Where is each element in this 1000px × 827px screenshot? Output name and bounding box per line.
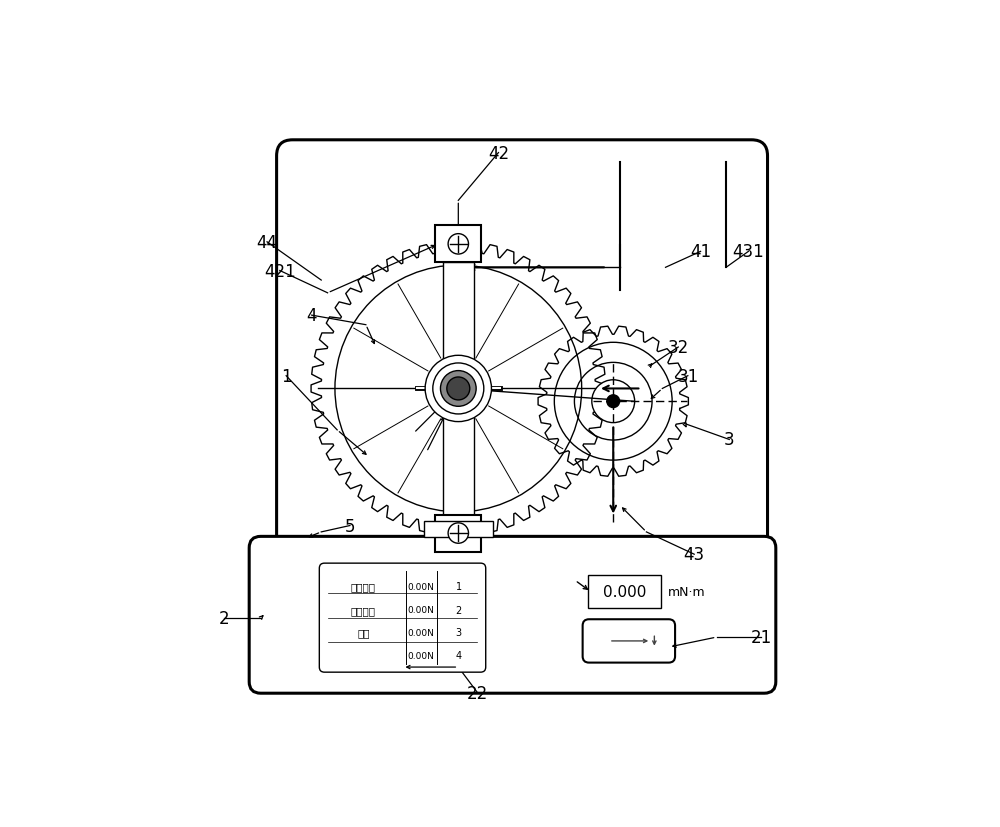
FancyBboxPatch shape — [277, 141, 768, 571]
Text: 1: 1 — [456, 581, 462, 591]
Text: 轴承外圈: 轴承外圈 — [351, 581, 376, 591]
Text: 2: 2 — [456, 605, 462, 615]
FancyBboxPatch shape — [249, 537, 776, 693]
Bar — [443, 263, 474, 515]
Bar — [435, 226, 481, 263]
Text: 42: 42 — [488, 145, 509, 162]
Text: 3: 3 — [456, 628, 462, 638]
Circle shape — [447, 377, 470, 400]
Text: 压力: 压力 — [357, 628, 370, 638]
Bar — [588, 576, 661, 609]
Text: 0.00N: 0.00N — [408, 629, 435, 638]
Circle shape — [448, 523, 469, 543]
Text: 定位螺钉: 定位螺钉 — [351, 605, 376, 615]
Text: 0.00N: 0.00N — [408, 582, 435, 590]
Circle shape — [440, 371, 476, 407]
Text: 22: 22 — [467, 684, 488, 702]
Text: 44: 44 — [257, 233, 278, 251]
Text: mN·m: mN·m — [667, 586, 705, 599]
Text: 41: 41 — [690, 243, 711, 261]
Circle shape — [607, 395, 620, 408]
Text: 43: 43 — [684, 546, 705, 563]
Text: 4: 4 — [456, 650, 462, 661]
Text: 31: 31 — [677, 367, 698, 385]
Circle shape — [433, 364, 484, 414]
Text: 1: 1 — [281, 367, 291, 385]
Bar — [435, 515, 481, 552]
Text: 421: 421 — [264, 262, 296, 280]
Text: 0.00N: 0.00N — [408, 651, 435, 660]
Text: 21: 21 — [751, 629, 772, 647]
FancyBboxPatch shape — [319, 563, 486, 672]
Text: 2: 2 — [219, 609, 230, 627]
Circle shape — [448, 234, 469, 255]
FancyBboxPatch shape — [583, 619, 675, 662]
Text: 32: 32 — [668, 338, 689, 356]
Text: 431: 431 — [733, 243, 764, 261]
Text: 0.00N: 0.00N — [408, 605, 435, 614]
Text: 4: 4 — [306, 307, 317, 325]
Circle shape — [425, 356, 491, 422]
Text: 5: 5 — [345, 517, 355, 535]
Circle shape — [592, 380, 635, 423]
Text: 0.000: 0.000 — [603, 585, 646, 600]
Bar — [424, 521, 493, 538]
Text: 3: 3 — [724, 431, 735, 449]
